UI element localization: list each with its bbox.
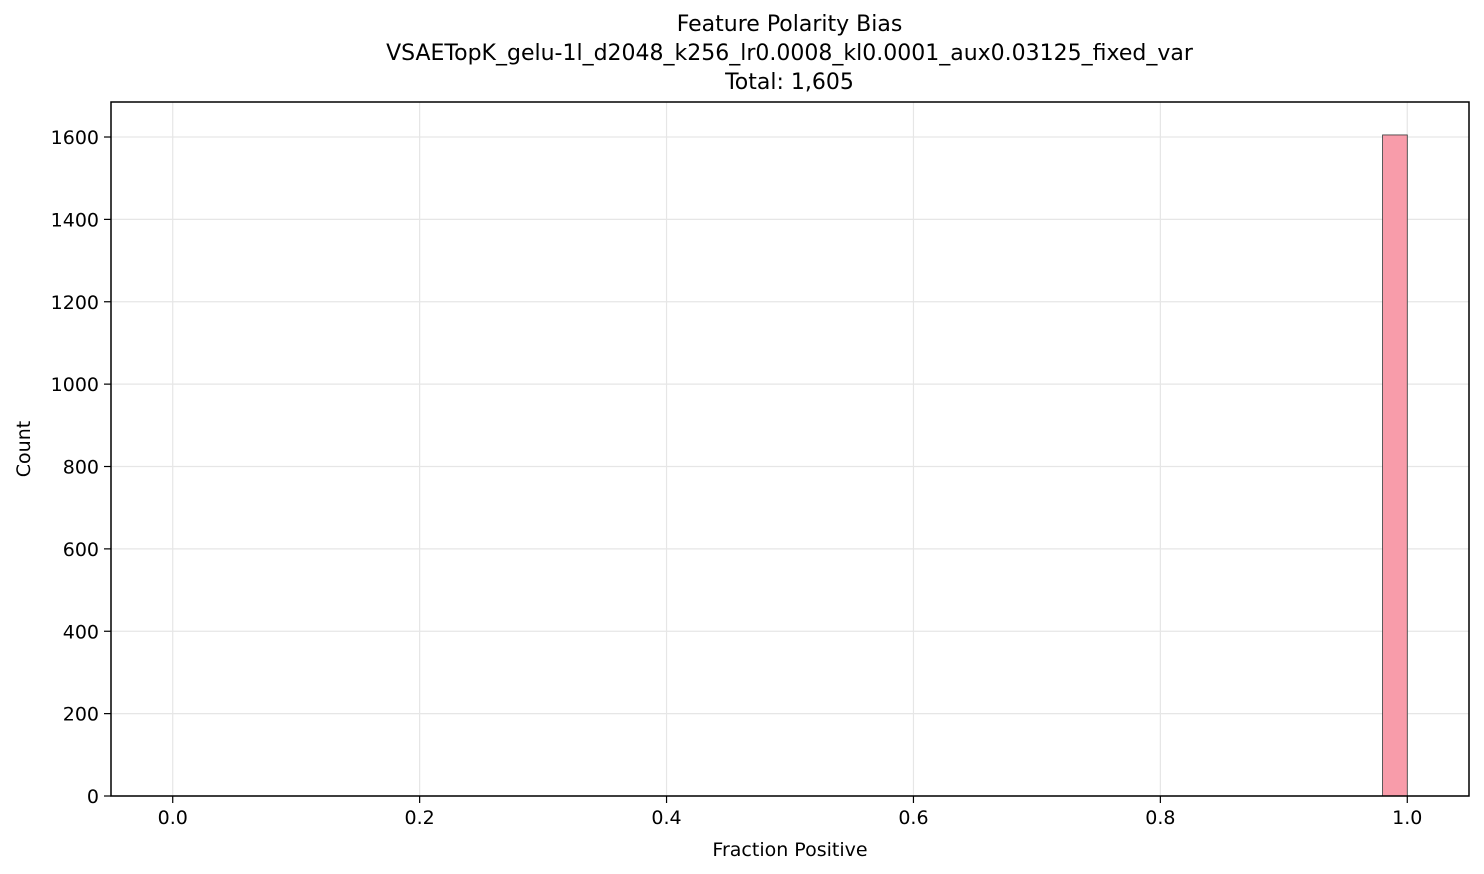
y-tick-label: 1600 [51,127,99,149]
y-tick-label: 400 [63,621,99,643]
x-tick-label: 0.8 [1145,807,1175,829]
y-tick-label: 200 [63,704,99,726]
x-tick-label: 0.0 [158,807,188,829]
y-axis-label: Count [13,421,35,477]
histogram-bar [1382,134,1408,797]
chart-title: Feature Polarity Bias [676,12,903,37]
bars [1382,134,1408,797]
chart-total: Total: 1,605 [725,70,854,95]
chart-subtitle: VSAETopK_gelu-1l_d2048_k256_lr0.0008_kl0… [386,41,1193,66]
x-axis-label: Fraction Positive [712,839,867,861]
y-axis: 0 200 400 600 800 1000 1200 1400 1600 [51,127,111,808]
y-tick-label: 600 [63,539,99,561]
y-tick-label: 0 [87,786,99,808]
y-tick-label: 1200 [51,292,99,314]
x-tick-label: 0.2 [405,807,435,829]
x-tick-label: 0.6 [898,807,928,829]
y-tick-label: 1000 [51,374,99,396]
y-tick-label: 1400 [51,209,99,231]
x-tick-label: 0.4 [651,807,681,829]
plot-frame [110,101,1470,797]
grid [111,102,1469,797]
x-tick-label: 1.0 [1392,807,1422,829]
x-axis: 0.0 0.2 0.4 0.6 0.8 1.0 [158,796,1422,829]
y-tick-label: 800 [63,457,99,479]
